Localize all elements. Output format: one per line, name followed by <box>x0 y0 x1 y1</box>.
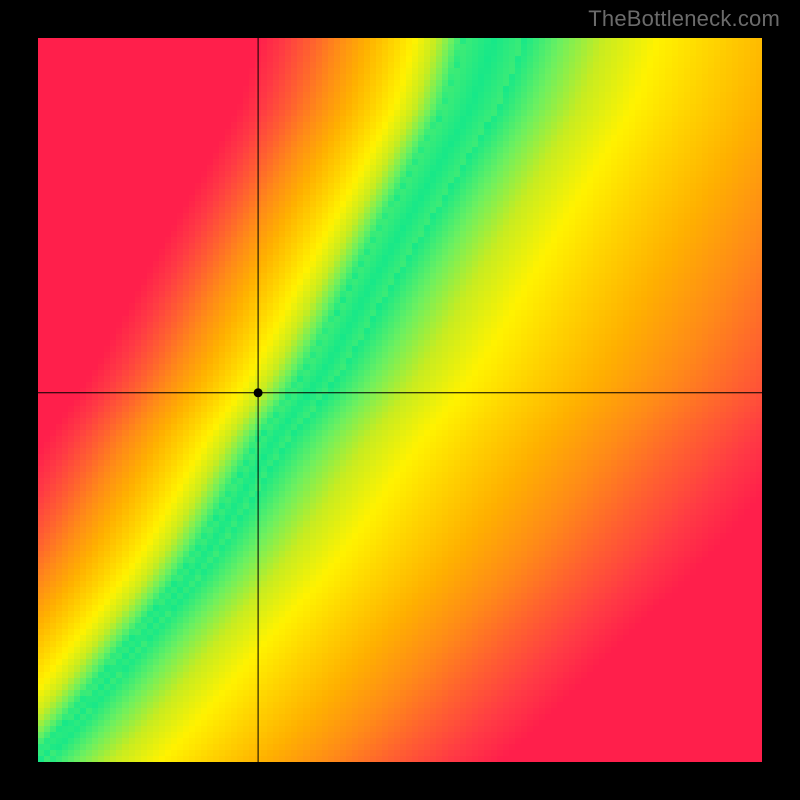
figure-root: TheBottleneck.com <box>0 0 800 800</box>
watermark-text: TheBottleneck.com <box>588 6 780 32</box>
bottleneck-heatmap <box>38 38 762 762</box>
plot-area <box>38 38 762 762</box>
